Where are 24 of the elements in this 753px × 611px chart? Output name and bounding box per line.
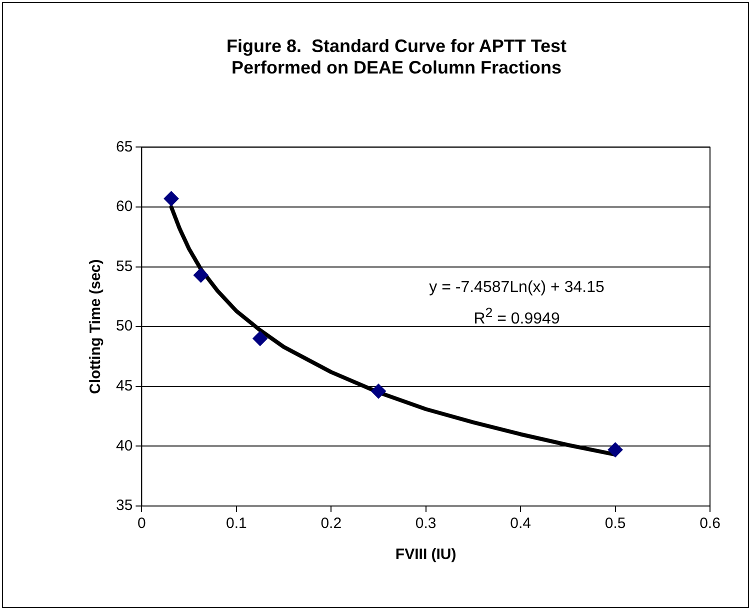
point (164, 191, 179, 206)
x-tick-label: 0.5 (604, 515, 626, 532)
x-tick-label: 0.6 (700, 515, 720, 532)
y-axis-title: Clotting Time (sec) (87, 259, 104, 394)
x-tick-label: 0.1 (226, 515, 247, 532)
y-tick-label: 40 (116, 437, 133, 454)
point (370, 384, 386, 399)
x-tick-label: 0.3 (415, 515, 436, 532)
annotation: R$^{2}$ = 0.9949 (474, 305, 560, 329)
y-tick-label: 60 (116, 198, 133, 216)
y-tick-label: 50 (116, 318, 133, 335)
x-tick-label: 0.2 (320, 515, 342, 532)
point (193, 268, 208, 283)
annotation: y = -7.4587Ln(x) + 34.15 (429, 279, 604, 298)
y-tick-label: 45 (116, 378, 133, 395)
y-tick-label: 65 (116, 138, 133, 156)
y-tick-label: 55 (116, 258, 133, 275)
x-tick-label: 0.4 (510, 515, 531, 532)
point (608, 442, 623, 458)
chart-title: Figure 8. Standard Curve for APTT Test Performed on DEAE Column Fractions (226, 36, 567, 78)
point (252, 331, 268, 346)
y-tick-label: 35 (116, 497, 133, 514)
x-tick-label: 0 (138, 515, 146, 532)
x-axis-title: FVIII (IU) (395, 546, 456, 564)
